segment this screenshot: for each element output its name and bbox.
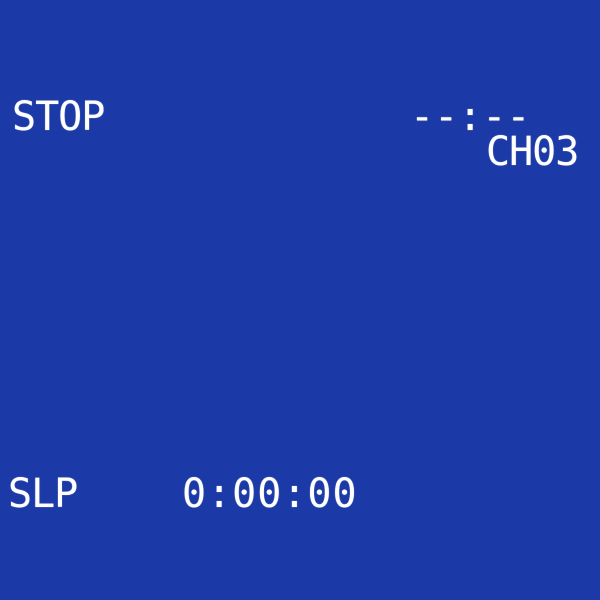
tape-speed-indicator: SLP	[8, 471, 78, 517]
clock-display: --:--	[410, 94, 531, 140]
tape-counter: 0:00:00	[182, 471, 358, 517]
playback-status: STOP	[12, 94, 105, 140]
channel-indicator: CH03	[486, 129, 579, 175]
